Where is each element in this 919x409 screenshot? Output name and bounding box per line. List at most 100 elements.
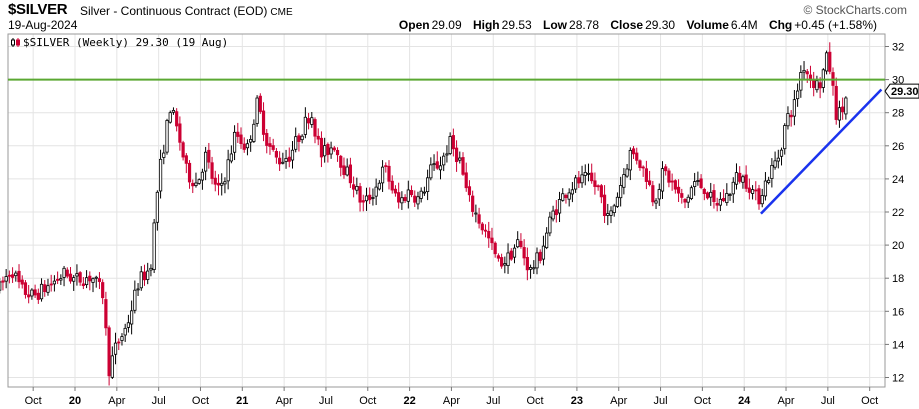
candle [104, 291, 108, 336]
candle [91, 277, 95, 293]
candle [789, 110, 793, 127]
candle [503, 256, 507, 274]
x-tick-label: Jul [152, 395, 166, 407]
candle [56, 271, 60, 285]
candle [767, 176, 771, 185]
candle [78, 271, 82, 286]
candle [335, 147, 340, 162]
candle [197, 178, 201, 185]
candle [194, 172, 198, 188]
candle [271, 138, 275, 152]
candle [123, 323, 127, 342]
candle [171, 107, 176, 115]
candle [619, 176, 623, 207]
candle [368, 187, 372, 205]
candle [722, 189, 726, 203]
candle [841, 97, 845, 120]
trend-line [760, 88, 883, 215]
candle [303, 107, 307, 139]
candle [178, 116, 182, 151]
candle [796, 83, 800, 107]
candle [342, 157, 346, 179]
candle [261, 102, 266, 142]
candle [84, 270, 89, 289]
candle [699, 174, 703, 190]
candle [274, 148, 279, 164]
candle [451, 128, 455, 157]
candle [81, 276, 85, 290]
candle [664, 164, 668, 176]
candle [10, 267, 15, 283]
candle [184, 153, 188, 174]
candle [110, 346, 114, 379]
candle [88, 271, 92, 291]
candle [245, 139, 250, 156]
candle [7, 270, 11, 284]
x-tick-label: Jul [319, 395, 333, 407]
candle [358, 182, 362, 212]
candle [400, 191, 404, 210]
candle [72, 275, 76, 291]
candle [673, 179, 677, 194]
candle [23, 280, 28, 299]
candle [361, 194, 365, 212]
candle [448, 132, 452, 156]
candle [316, 128, 320, 146]
candle [187, 160, 192, 189]
symbol-description: Silver - Continuous Contract (EOD) CME [80, 4, 293, 18]
candle [812, 71, 816, 97]
candle [760, 188, 764, 208]
candle [538, 249, 542, 264]
candle [631, 146, 636, 159]
candle [818, 77, 822, 99]
candle [689, 185, 694, 201]
candle [557, 191, 562, 223]
candle [586, 163, 591, 182]
symbol-title: $SILVER [8, 1, 68, 18]
candle [464, 162, 468, 192]
candle [567, 188, 571, 207]
candle [290, 141, 295, 169]
candle [528, 264, 533, 279]
candle [232, 125, 237, 161]
candle [783, 123, 787, 155]
y-tick-label: 30 [892, 75, 904, 87]
candle [210, 156, 214, 185]
candle [438, 156, 443, 180]
candle [46, 278, 50, 296]
candle [667, 168, 671, 188]
candle [683, 198, 687, 209]
close-value: 29.30 [645, 18, 676, 32]
x-tick-label: 21 [236, 395, 248, 407]
candle [236, 122, 240, 143]
candle [654, 198, 658, 210]
candle [326, 142, 330, 163]
close-label: Close [610, 18, 644, 32]
candle [493, 241, 497, 258]
candle [516, 231, 520, 249]
candle [490, 227, 494, 250]
candle [397, 182, 401, 209]
candle [142, 264, 147, 286]
candle [770, 158, 774, 188]
candle [30, 288, 34, 300]
candle [532, 260, 536, 274]
high-value: 29.53 [501, 18, 532, 32]
candle [1, 276, 5, 291]
candle [454, 140, 459, 172]
candle [702, 187, 706, 201]
candle [310, 111, 314, 128]
candle [364, 187, 369, 211]
candle [377, 180, 381, 191]
candle [323, 137, 327, 163]
candle [580, 165, 584, 188]
candle [622, 168, 626, 195]
candle [355, 177, 359, 195]
candle [216, 174, 221, 196]
candle [329, 141, 333, 159]
candle [39, 278, 44, 302]
chart-header: $SILVER Silver - Continuous Contract (EO… [0, 0, 919, 34]
candle [461, 152, 465, 176]
candle [792, 90, 796, 126]
